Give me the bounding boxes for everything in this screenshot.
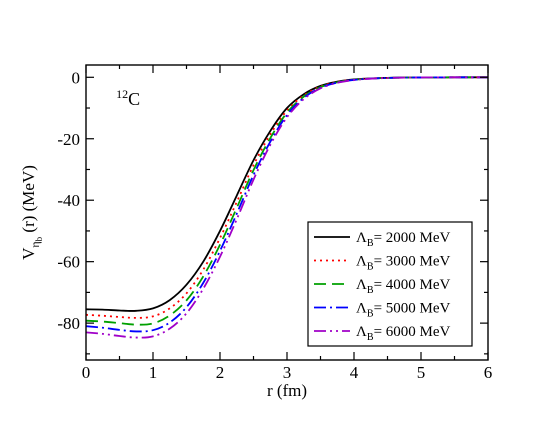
legend-label-sub: B: [367, 309, 374, 320]
y-tick-label: -60: [57, 253, 80, 272]
legend-label-main: Λ: [356, 277, 367, 293]
x-tick-label: 0: [82, 363, 91, 382]
legend-label-rest: = 4000 MeV: [374, 277, 451, 293]
nucleus-annotation: 12C: [116, 87, 140, 109]
legend-label-rest: = 5000 MeV: [374, 301, 451, 317]
legend-label-sub: B: [367, 238, 374, 249]
axis-ticks: 0 1 2 3 4 5 60-20-40-60-80: [57, 65, 492, 382]
x-tick-label: 3: [283, 363, 292, 382]
y-axis-label: Vηb (r) (MeV): [19, 165, 44, 260]
y-tick-label: -40: [57, 191, 80, 210]
y-axis-label-subsub: b: [34, 236, 44, 241]
y-axis-label-sub: η: [28, 241, 42, 247]
series-line-4: [85, 76, 489, 333]
legend-label-main: Λ: [356, 324, 367, 340]
legend-label-rest: = 3000 MeV: [374, 254, 451, 270]
x-tick-label: 2: [216, 363, 225, 382]
x-axis-label: r (fm): [267, 381, 307, 400]
legend-label-4: ΛB= 5000 MeV: [356, 301, 451, 320]
y-tick-label: -20: [57, 130, 80, 149]
annotation-superscript: 12: [116, 87, 128, 101]
plot-lines: [85, 76, 489, 339]
annotation-main: C: [128, 89, 140, 109]
y-axis-label-rest: (r) (MeV): [19, 165, 38, 237]
x-tick-label: 6: [484, 363, 493, 382]
y-axis-label-main: V: [19, 247, 38, 260]
legend-label-rest: = 6000 MeV: [374, 324, 451, 340]
legend-label-1: ΛB= 2000 MeV: [356, 230, 451, 249]
legend-label-3: ΛB= 4000 MeV: [356, 277, 451, 296]
legend-label-sub: B: [367, 332, 374, 343]
legend-label-rest: = 2000 MeV: [374, 230, 451, 246]
legend-label-sub: B: [367, 262, 374, 273]
series-line-5: [85, 76, 489, 339]
x-tick-label: 1: [149, 363, 158, 382]
x-tick-label: 4: [350, 363, 359, 382]
legend-label-sub: B: [367, 285, 374, 296]
legend-label-main: Λ: [356, 230, 367, 246]
legend-label-5: ΛB= 6000 MeV: [356, 324, 451, 343]
legend-label-main: Λ: [356, 301, 367, 317]
series-line-2: [85, 76, 489, 319]
legend-label-2: ΛB= 3000 MeV: [356, 254, 451, 273]
y-tick-label: 0: [72, 68, 81, 87]
legend-label-main: Λ: [356, 254, 367, 270]
y-tick-label: -80: [57, 314, 80, 333]
x-tick-label: 5: [417, 363, 426, 382]
